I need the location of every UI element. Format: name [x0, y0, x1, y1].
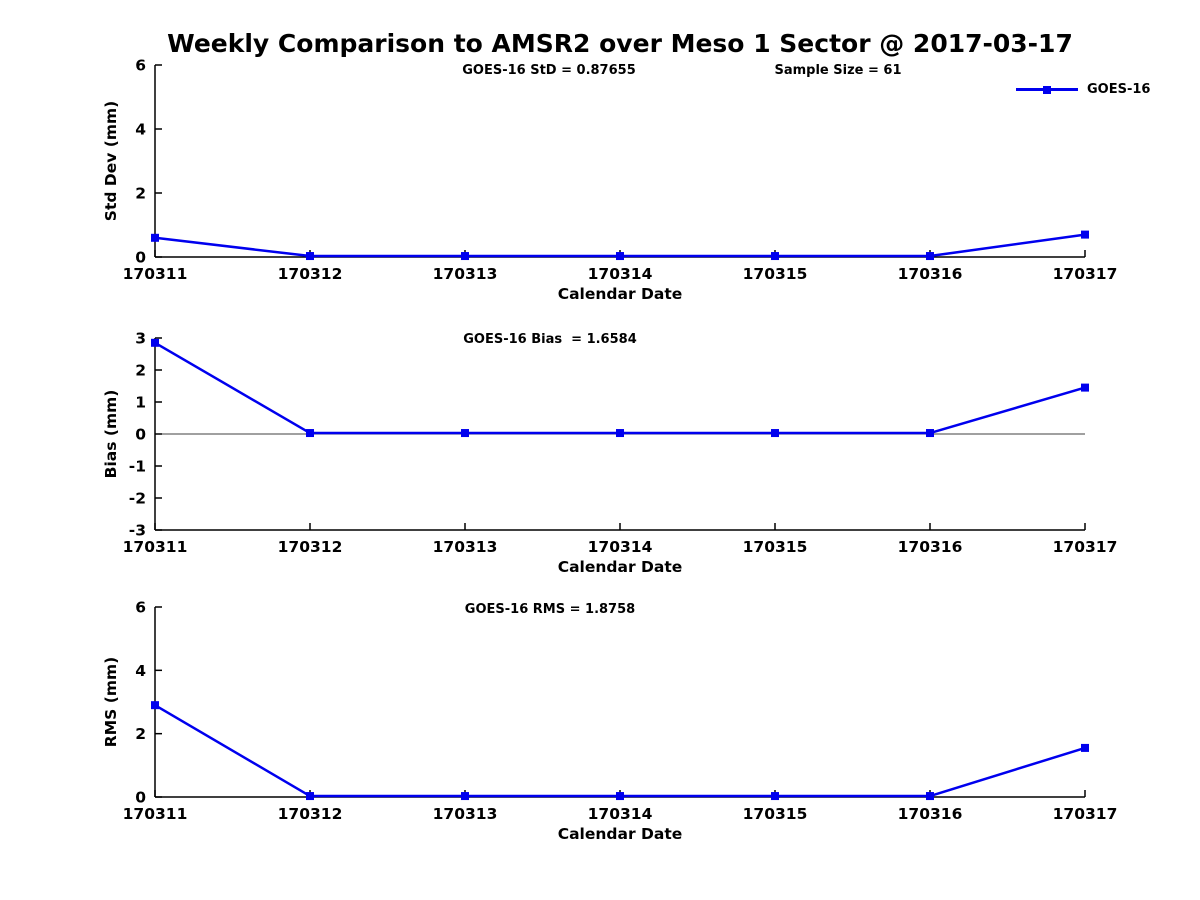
legend-marker-icon: [1043, 85, 1051, 94]
x-tick-label: 170312: [278, 265, 343, 283]
y-tick-label: 6: [135, 57, 146, 75]
x-tick-label: 170312: [278, 538, 343, 556]
x-tick-label: 170311: [123, 265, 188, 283]
data-point-marker: [151, 233, 159, 242]
data-point-marker: [926, 252, 934, 261]
data-point-marker: [926, 429, 934, 438]
x-tick-label: 170315: [743, 538, 808, 556]
x-axis-label: Calendar Date: [558, 825, 683, 843]
data-point-marker: [616, 429, 624, 438]
x-tick-label: 170315: [743, 805, 808, 823]
x-tick-label: 170311: [123, 538, 188, 556]
y-tick-label: 6: [135, 599, 146, 617]
y-tick-label: 2: [135, 185, 146, 203]
x-tick-label: 170316: [898, 538, 963, 556]
data-point-marker: [306, 252, 314, 261]
y-tick-label: 3: [135, 330, 146, 348]
data-point-marker: [1081, 383, 1089, 392]
data-point-marker: [151, 701, 159, 710]
y-tick-label: 2: [135, 725, 146, 743]
annotation: GOES-16 RMS = 1.8758: [465, 602, 635, 617]
x-tick-label: 170314: [588, 805, 653, 823]
x-tick-label: 170313: [433, 805, 498, 823]
y-axis-label: RMS (mm): [102, 657, 120, 747]
x-tick-label: 170316: [898, 805, 963, 823]
x-tick-label: 170315: [743, 265, 808, 283]
data-point-marker: [616, 252, 624, 261]
annotation: GOES-16 StD = 0.87655: [462, 63, 636, 78]
x-tick-label: 170313: [433, 265, 498, 283]
series-line: [154, 704, 1086, 798]
x-tick-label: 170317: [1053, 805, 1118, 823]
y-axis-label: Bias (mm): [102, 390, 120, 479]
data-point-marker: [306, 792, 314, 801]
y-tick-label: 4: [135, 662, 146, 680]
x-tick-label: 170311: [123, 805, 188, 823]
data-point-marker: [306, 429, 314, 438]
x-tick-label: 170317: [1053, 538, 1118, 556]
y-tick-label: 0: [135, 426, 146, 444]
x-tick-label: 170316: [898, 265, 963, 283]
series-line: [154, 341, 1086, 435]
y-tick-label: 0: [135, 789, 146, 807]
data-point-marker: [461, 252, 469, 261]
data-point-marker: [1081, 230, 1089, 239]
legend-line-sample: [1016, 85, 1078, 94]
annotation: Sample Size = 61: [774, 63, 901, 78]
x-axis-label: Calendar Date: [558, 558, 683, 576]
data-point-marker: [461, 429, 469, 438]
legend-label: GOES-16: [1087, 82, 1151, 97]
x-tick-label: 170314: [588, 538, 653, 556]
legend: GOES-16: [1016, 82, 1150, 97]
x-tick-label: 170314: [588, 265, 653, 283]
y-tick-label: -2: [129, 490, 146, 508]
x-tick-label: 170313: [433, 538, 498, 556]
y-tick-label: -1: [129, 458, 146, 476]
y-tick-label: 1: [135, 394, 146, 412]
data-point-marker: [616, 792, 624, 801]
data-point-marker: [771, 429, 779, 438]
y-axis-label: Std Dev (mm): [102, 101, 120, 221]
data-point-marker: [771, 252, 779, 261]
y-tick-label: 0: [135, 249, 146, 267]
data-point-marker: [1081, 743, 1089, 752]
x-axis-label: Calendar Date: [558, 285, 683, 303]
y-tick-label: -3: [129, 522, 146, 540]
x-tick-label: 170312: [278, 805, 343, 823]
y-tick-label: 4: [135, 121, 146, 139]
data-point-marker: [771, 792, 779, 801]
data-point-marker: [926, 792, 934, 801]
x-tick-label: 170317: [1053, 265, 1118, 283]
annotation: GOES-16 Bias = 1.6584: [463, 332, 637, 347]
chart-title: Weekly Comparison to AMSR2 over Meso 1 S…: [167, 29, 1073, 58]
data-point-marker: [461, 792, 469, 801]
y-tick-label: 2: [135, 362, 146, 380]
data-point-marker: [151, 338, 159, 347]
